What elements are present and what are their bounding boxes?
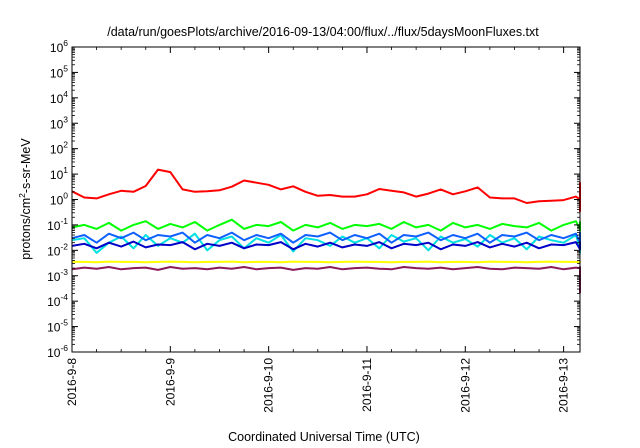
x-tick-label: 2016-9-13 <box>557 358 571 413</box>
y-tick-label: 104 <box>50 89 68 106</box>
x-tick-label: 2016-9-11 <box>360 358 374 412</box>
y-axis-label: protons/cm2-s-sr-MeV <box>17 138 33 260</box>
y-tick-label: 10-1 <box>47 216 68 233</box>
y-axis: 106 105 104 103 102 101 100 10-1 10-2 10-3 10-4 10-… <box>47 38 580 360</box>
y-tick-label: 10-3 <box>47 267 68 284</box>
x-tick-label: 2016-9-12 <box>458 358 472 413</box>
y-tick-label: 101 <box>50 165 68 182</box>
x-axis: 2016-9-8 2016-9-9 2016-9-10 2016-9-11 2016-9… <box>65 47 571 413</box>
chart-title: /data/run/goesPlots/archive/2016-09-13/0… <box>107 25 539 39</box>
x-tick-label: 2016-9-8 <box>65 358 79 406</box>
y-tick-label: 106 <box>50 38 68 55</box>
y-tick-label: 103 <box>50 114 68 131</box>
y-tick-label: 10-2 <box>47 241 68 258</box>
y-tick-label: 105 <box>50 63 68 80</box>
y-tick-label: 102 <box>50 140 68 157</box>
y-tick-label: 100 <box>50 191 68 208</box>
series-line-7 <box>71 266 581 294</box>
y-tick-label: 10-4 <box>47 292 68 309</box>
series-line-2 <box>71 218 581 232</box>
series-line-6 <box>72 260 581 264</box>
y-tick-label: 10-5 <box>47 318 68 335</box>
series-layer <box>71 168 581 294</box>
y-tick-label: 10-6 <box>47 343 68 360</box>
x-axis-label: Coordinated Universal Time (UTC) <box>228 430 420 444</box>
series-line-1 <box>71 168 581 213</box>
x-tick-label: 2016-9-9 <box>163 358 177 406</box>
plot-frame <box>71 46 581 353</box>
x-tick-label: 2016-9-10 <box>262 358 276 413</box>
